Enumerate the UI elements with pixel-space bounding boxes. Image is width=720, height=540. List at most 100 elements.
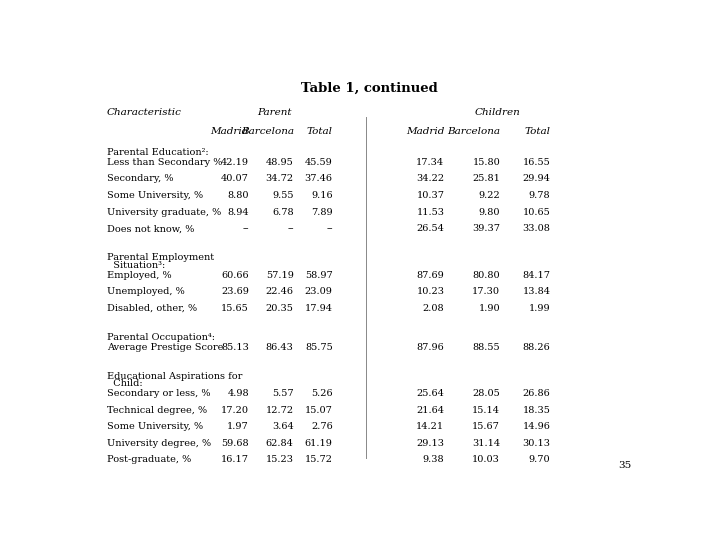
- Text: 23.09: 23.09: [305, 287, 333, 296]
- Text: 15.72: 15.72: [305, 455, 333, 464]
- Text: 7.89: 7.89: [311, 207, 333, 217]
- Text: Child:: Child:: [107, 379, 143, 388]
- Text: 86.43: 86.43: [266, 343, 294, 352]
- Text: Madrid: Madrid: [211, 127, 249, 136]
- Text: 33.08: 33.08: [523, 224, 550, 233]
- Text: 59.68: 59.68: [222, 439, 249, 448]
- Text: 9.16: 9.16: [311, 191, 333, 200]
- Text: 29.13: 29.13: [416, 439, 444, 448]
- Text: Barcelona: Barcelona: [447, 127, 500, 136]
- Text: 30.13: 30.13: [522, 439, 550, 448]
- Text: 16.17: 16.17: [221, 455, 249, 464]
- Text: Parental Occupation⁴:: Parental Occupation⁴:: [107, 333, 215, 342]
- Text: Average Prestige Score: Average Prestige Score: [107, 343, 223, 352]
- Text: Technical degree, %: Technical degree, %: [107, 406, 207, 415]
- Text: 9.70: 9.70: [528, 455, 550, 464]
- Text: Some University, %: Some University, %: [107, 422, 203, 431]
- Text: 20.35: 20.35: [266, 304, 294, 313]
- Text: 58.97: 58.97: [305, 271, 333, 280]
- Text: 10.37: 10.37: [416, 191, 444, 200]
- Text: 45.59: 45.59: [305, 158, 333, 167]
- Text: 84.17: 84.17: [522, 271, 550, 280]
- Text: 57.19: 57.19: [266, 271, 294, 280]
- Text: 4.98: 4.98: [228, 389, 249, 398]
- Text: 8.94: 8.94: [228, 207, 249, 217]
- Text: Educational Aspirations for: Educational Aspirations for: [107, 372, 242, 381]
- Text: 25.81: 25.81: [472, 174, 500, 183]
- Text: 1.90: 1.90: [479, 304, 500, 313]
- Text: 10.23: 10.23: [416, 287, 444, 296]
- Text: Total: Total: [307, 127, 333, 136]
- Text: Secondary or less, %: Secondary or less, %: [107, 389, 210, 398]
- Text: 88.55: 88.55: [472, 343, 500, 352]
- Text: 22.46: 22.46: [266, 287, 294, 296]
- Text: Characteristic: Characteristic: [107, 109, 181, 118]
- Text: 10.65: 10.65: [523, 207, 550, 217]
- Text: 87.96: 87.96: [417, 343, 444, 352]
- Text: Situation³:: Situation³:: [107, 261, 165, 270]
- Text: 1.97: 1.97: [228, 422, 249, 431]
- Text: Disabled, other, %: Disabled, other, %: [107, 304, 197, 313]
- Text: 9.22: 9.22: [478, 191, 500, 200]
- Text: 48.95: 48.95: [266, 158, 294, 167]
- Text: 15.67: 15.67: [472, 422, 500, 431]
- Text: Some University, %: Some University, %: [107, 191, 203, 200]
- Text: 8.80: 8.80: [228, 191, 249, 200]
- Text: 3.64: 3.64: [272, 422, 294, 431]
- Text: Parental Employment: Parental Employment: [107, 253, 214, 262]
- Text: 21.64: 21.64: [416, 406, 444, 415]
- Text: 23.69: 23.69: [221, 287, 249, 296]
- Text: 87.69: 87.69: [417, 271, 444, 280]
- Text: 12.72: 12.72: [266, 406, 294, 415]
- Text: 11.53: 11.53: [416, 207, 444, 217]
- Text: Secondary, %: Secondary, %: [107, 174, 174, 183]
- Text: 88.26: 88.26: [523, 343, 550, 352]
- Text: 16.55: 16.55: [523, 158, 550, 167]
- Text: 34.22: 34.22: [416, 174, 444, 183]
- Text: 9.80: 9.80: [479, 207, 500, 217]
- Text: 14.96: 14.96: [523, 422, 550, 431]
- Text: 39.37: 39.37: [472, 224, 500, 233]
- Text: 15.07: 15.07: [305, 406, 333, 415]
- Text: Barcelona: Barcelona: [240, 127, 294, 136]
- Text: 18.35: 18.35: [523, 406, 550, 415]
- Text: 26.86: 26.86: [523, 389, 550, 398]
- Text: 62.84: 62.84: [266, 439, 294, 448]
- Text: Parent: Parent: [258, 109, 292, 118]
- Text: 10.03: 10.03: [472, 455, 500, 464]
- Text: 80.80: 80.80: [472, 271, 500, 280]
- Text: 2.76: 2.76: [311, 422, 333, 431]
- Text: --: --: [243, 224, 249, 233]
- Text: 2.08: 2.08: [423, 304, 444, 313]
- Text: 6.78: 6.78: [272, 207, 294, 217]
- Text: 15.65: 15.65: [221, 304, 249, 313]
- Text: 31.14: 31.14: [472, 439, 500, 448]
- Text: Children: Children: [475, 109, 521, 118]
- Text: 9.38: 9.38: [423, 455, 444, 464]
- Text: 42.19: 42.19: [221, 158, 249, 167]
- Text: 60.66: 60.66: [222, 271, 249, 280]
- Text: 17.94: 17.94: [305, 304, 333, 313]
- Text: 9.78: 9.78: [528, 191, 550, 200]
- Text: 25.64: 25.64: [416, 389, 444, 398]
- Text: Less than Secondary %: Less than Secondary %: [107, 158, 222, 167]
- Text: 17.20: 17.20: [221, 406, 249, 415]
- Text: 15.80: 15.80: [472, 158, 500, 167]
- Text: 61.19: 61.19: [305, 439, 333, 448]
- Text: 13.84: 13.84: [522, 287, 550, 296]
- Text: 29.94: 29.94: [523, 174, 550, 183]
- Text: 17.30: 17.30: [472, 287, 500, 296]
- Text: Post-graduate, %: Post-graduate, %: [107, 455, 191, 464]
- Text: 5.57: 5.57: [272, 389, 294, 398]
- Text: Parental Education²:: Parental Education²:: [107, 148, 208, 157]
- Text: Table 1, continued: Table 1, continued: [301, 82, 437, 94]
- Text: 85.13: 85.13: [221, 343, 249, 352]
- Text: 34.72: 34.72: [266, 174, 294, 183]
- Text: 17.34: 17.34: [416, 158, 444, 167]
- Text: 14.21: 14.21: [416, 422, 444, 431]
- Text: 1.99: 1.99: [528, 304, 550, 313]
- Text: 15.14: 15.14: [472, 406, 500, 415]
- Text: University degree, %: University degree, %: [107, 439, 211, 448]
- Text: 28.05: 28.05: [472, 389, 500, 398]
- Text: --: --: [326, 224, 333, 233]
